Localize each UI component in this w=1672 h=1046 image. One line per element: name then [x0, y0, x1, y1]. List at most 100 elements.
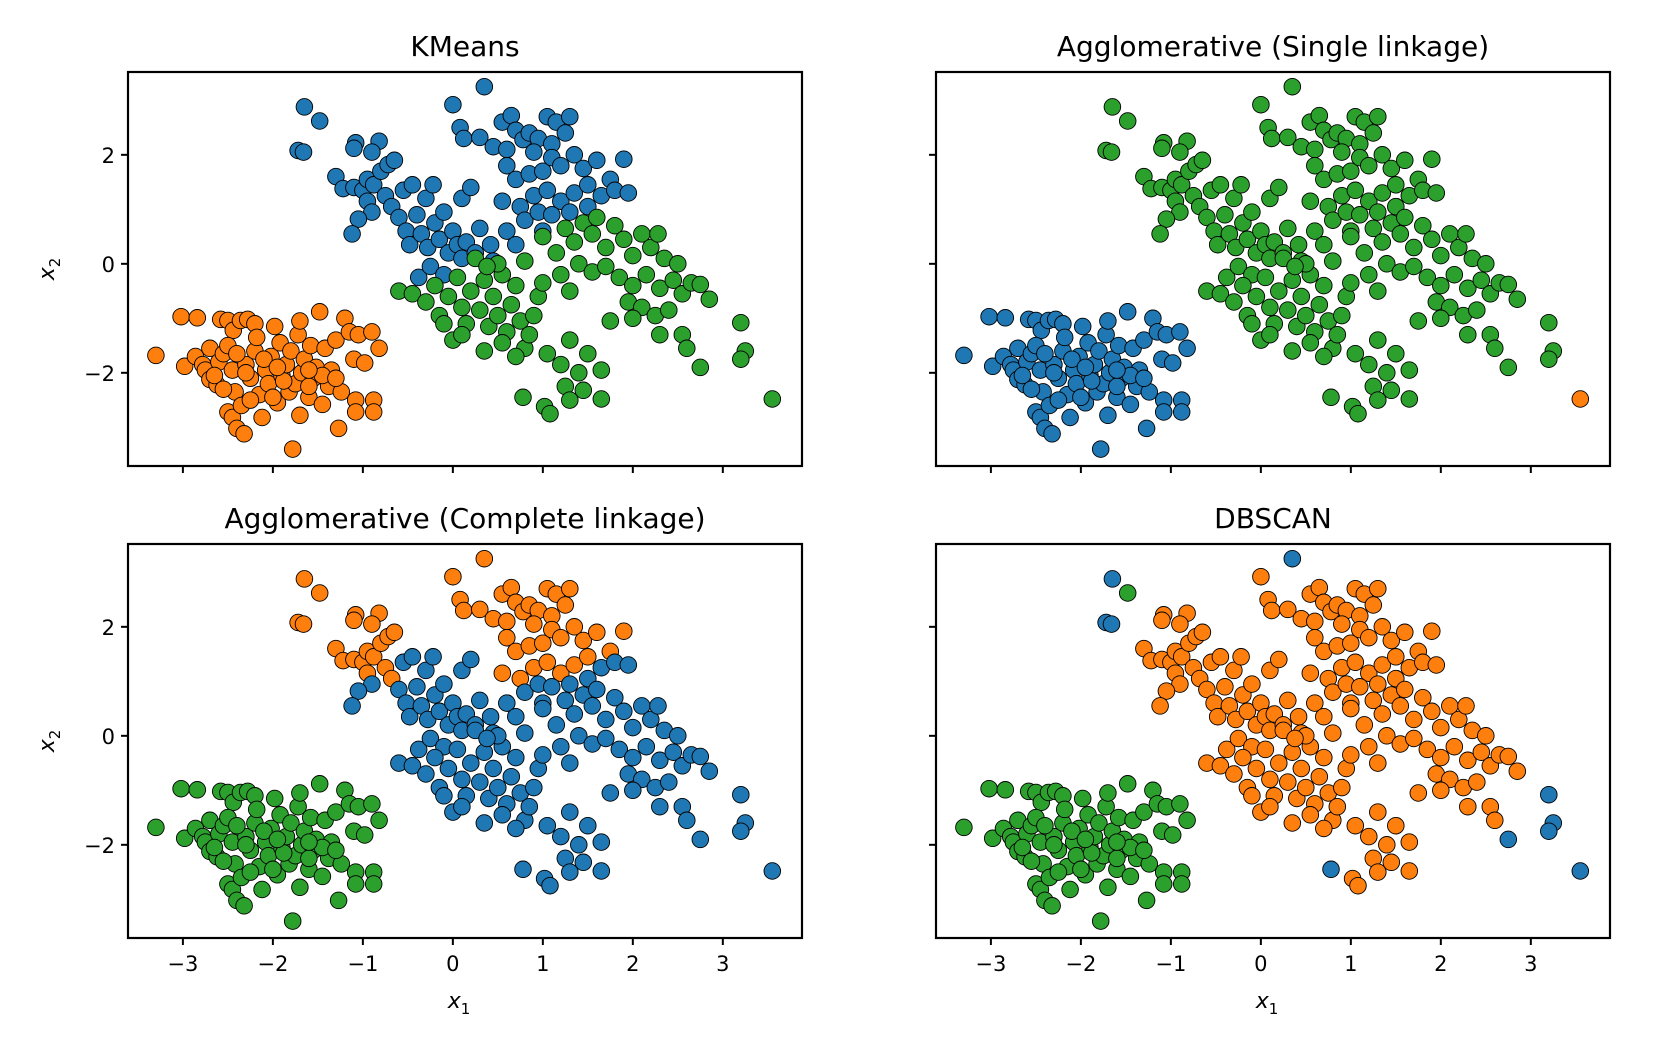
data-point	[1135, 369, 1153, 388]
data-point	[1540, 350, 1558, 368]
data-point	[424, 176, 442, 194]
data-point	[1369, 675, 1387, 693]
data-point	[1211, 176, 1230, 194]
data-point	[403, 176, 422, 194]
data-point	[1013, 838, 1032, 857]
data-point	[462, 178, 480, 197]
data-point	[300, 833, 318, 851]
data-point	[691, 830, 710, 849]
data-point	[561, 107, 579, 126]
data-point	[1049, 391, 1068, 409]
data-point	[561, 863, 579, 881]
y-tick-label: 0	[102, 725, 115, 749]
data-point	[525, 615, 543, 633]
data-point	[471, 128, 489, 147]
data-point	[355, 354, 374, 372]
data-point	[1090, 814, 1108, 832]
data-point	[1382, 381, 1401, 400]
data-point	[345, 611, 363, 630]
data-point	[1137, 891, 1156, 910]
data-point	[606, 688, 624, 707]
data-point	[408, 678, 426, 696]
data-point	[1373, 184, 1392, 202]
data-point	[1252, 567, 1270, 586]
data-point	[349, 210, 368, 228]
data-point	[1346, 181, 1365, 200]
data-point	[1172, 875, 1191, 893]
data-point	[561, 391, 579, 409]
panel-title: DBSCAN	[1214, 502, 1332, 535]
data-point	[1346, 653, 1365, 672]
data-point	[1238, 702, 1257, 721]
data-point	[1315, 235, 1333, 254]
data-point	[1333, 306, 1351, 325]
data-point	[241, 863, 260, 881]
data-point	[1306, 222, 1324, 240]
data-point	[565, 705, 584, 723]
data-point	[1499, 747, 1518, 766]
data-point	[364, 176, 383, 194]
data-point	[1400, 862, 1419, 880]
data-point	[1283, 77, 1302, 96]
data-point	[534, 699, 552, 718]
data-point	[664, 271, 683, 289]
data-point	[1301, 334, 1320, 352]
data-point	[364, 648, 383, 666]
x-tick-label: −1	[347, 952, 378, 976]
panel-title: Agglomerative (Complete linkage)	[224, 502, 705, 535]
data-point	[282, 342, 300, 360]
data-point	[363, 323, 381, 341]
data-point	[471, 219, 489, 238]
data-point	[1073, 789, 1092, 808]
data-point	[1486, 811, 1504, 830]
data-point	[610, 268, 629, 287]
data-point	[507, 707, 525, 726]
data-point	[700, 762, 719, 780]
data-point	[462, 754, 480, 772]
data-point	[588, 151, 606, 170]
data-point	[520, 325, 539, 344]
data-point	[642, 710, 660, 729]
data-point	[1153, 611, 1171, 630]
data-point	[615, 702, 633, 721]
data-point	[214, 380, 233, 398]
data-point	[1171, 143, 1189, 161]
data-point	[1432, 276, 1450, 295]
data-point	[1301, 664, 1320, 682]
data-point	[1234, 276, 1252, 295]
data-point	[1135, 803, 1153, 821]
data-point	[1279, 301, 1297, 319]
data-point	[300, 377, 318, 396]
data-point	[1286, 729, 1304, 748]
data-point	[1151, 225, 1169, 243]
data-point	[1364, 124, 1383, 142]
axes-frame	[126, 542, 804, 940]
data-point	[1328, 325, 1347, 344]
data-point	[1109, 336, 1128, 355]
data-point	[660, 773, 678, 791]
data-point	[1137, 419, 1156, 438]
data-point	[1445, 737, 1464, 756]
y-tick-label: −2	[84, 362, 115, 386]
data-point	[1324, 683, 1342, 701]
data-point	[1262, 601, 1281, 620]
data-point	[1154, 875, 1173, 893]
data-point	[1472, 271, 1491, 289]
data-point	[619, 656, 638, 674]
data-point	[691, 358, 710, 377]
data-point	[1369, 863, 1387, 881]
y-axis-label: x2	[35, 730, 64, 754]
data-point	[1378, 836, 1396, 854]
data-point	[327, 331, 345, 349]
data-point	[651, 751, 669, 770]
data-point	[421, 257, 440, 276]
data-point	[1279, 691, 1297, 710]
data-point	[462, 282, 480, 300]
data-point	[1286, 257, 1304, 276]
data-point	[228, 344, 246, 363]
data-point	[1118, 112, 1137, 130]
data-point	[390, 680, 408, 699]
data-point	[1355, 244, 1374, 262]
data-point	[444, 567, 462, 586]
data-point	[1297, 778, 1315, 797]
